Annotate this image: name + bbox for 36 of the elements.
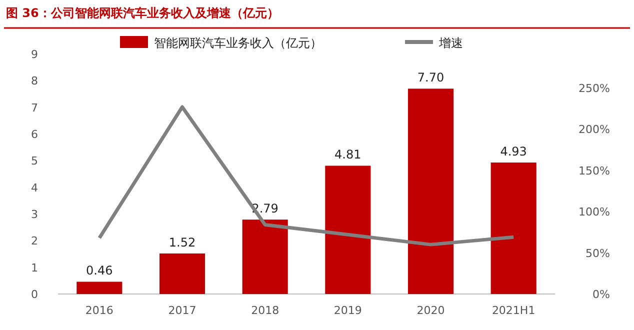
y2-tick-label: 200% bbox=[578, 123, 610, 136]
data-label: 7.70 bbox=[417, 70, 444, 85]
bar bbox=[76, 282, 122, 294]
data-label: 1.52 bbox=[168, 235, 196, 250]
y-tick-label: 4 bbox=[31, 181, 38, 194]
data-label: 0.46 bbox=[86, 264, 113, 278]
y2-tick-label: 50% bbox=[586, 246, 610, 260]
data-label: 4.81 bbox=[334, 148, 362, 162]
x-tick-label: 2019 bbox=[334, 304, 362, 317]
chart-title: 图 36：公司智能网联汽车业务收入及增速（亿元） bbox=[6, 6, 279, 20]
y-tick-label: 9 bbox=[31, 48, 38, 61]
x-tick-label: 2021H1 bbox=[492, 304, 536, 317]
bar bbox=[242, 220, 288, 294]
y-tick-label: 3 bbox=[31, 208, 38, 221]
x-tick-label: 2020 bbox=[416, 304, 445, 317]
data-label: 4.93 bbox=[500, 144, 527, 159]
bar bbox=[408, 88, 454, 294]
legend-label: 智能网联汽车业务收入（亿元） bbox=[154, 36, 322, 50]
y2-tick-label: 100% bbox=[578, 206, 610, 219]
y-tick-label: 0 bbox=[31, 288, 38, 301]
y-tick-label: 6 bbox=[31, 128, 38, 141]
bar bbox=[159, 253, 206, 294]
y-tick-label: 7 bbox=[31, 101, 38, 114]
y-tick-label: 8 bbox=[31, 74, 38, 88]
x-tick-label: 2016 bbox=[85, 304, 114, 317]
y2-tick-label: 250% bbox=[578, 82, 610, 95]
legend-label: 增速 bbox=[438, 36, 463, 50]
y-tick-label: 2 bbox=[31, 234, 38, 248]
bar bbox=[490, 162, 536, 294]
y2-tick-label: 150% bbox=[578, 164, 610, 178]
y-tick-label: 1 bbox=[31, 261, 38, 274]
x-tick-label: 2017 bbox=[168, 304, 196, 317]
x-tick-label: 2018 bbox=[251, 304, 280, 317]
bar bbox=[325, 166, 371, 294]
y2-tick-label: 0% bbox=[592, 288, 610, 301]
y-tick-label: 5 bbox=[31, 154, 38, 168]
